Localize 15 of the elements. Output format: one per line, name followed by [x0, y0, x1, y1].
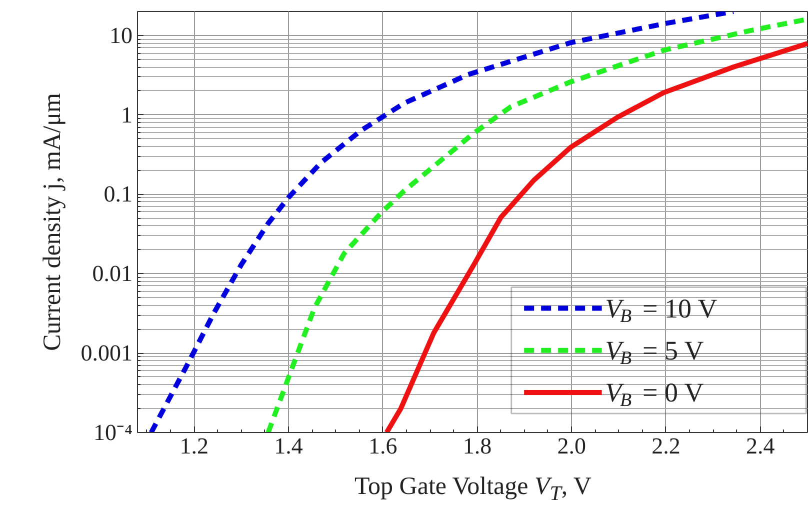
x-tick-label: 2.0: [557, 434, 586, 458]
x-tick-label: 1.8: [462, 434, 492, 458]
x-tick-label: 1.2: [180, 434, 208, 458]
x-tick-label: 1.6: [368, 434, 398, 458]
y-tick-label: 0.1: [104, 182, 132, 207]
y-tick-label: 1: [121, 102, 132, 128]
y-axis-title: Current density j, mA/μm: [38, 92, 66, 351]
x-tick-label: 2.4: [746, 434, 776, 458]
y-tick-label: 10⁻⁴: [93, 420, 133, 445]
y-tick-label: 0.01: [92, 261, 132, 286]
x-tick-label: 1.4: [274, 434, 304, 458]
x-tick-label: 2.2: [652, 434, 680, 458]
y-tick-label: 10: [110, 22, 132, 48]
x-axis-title: Top Gate Voltage V$_{T}$, V: [354, 472, 592, 507]
y-tick-label: 0.001: [80, 340, 132, 366]
